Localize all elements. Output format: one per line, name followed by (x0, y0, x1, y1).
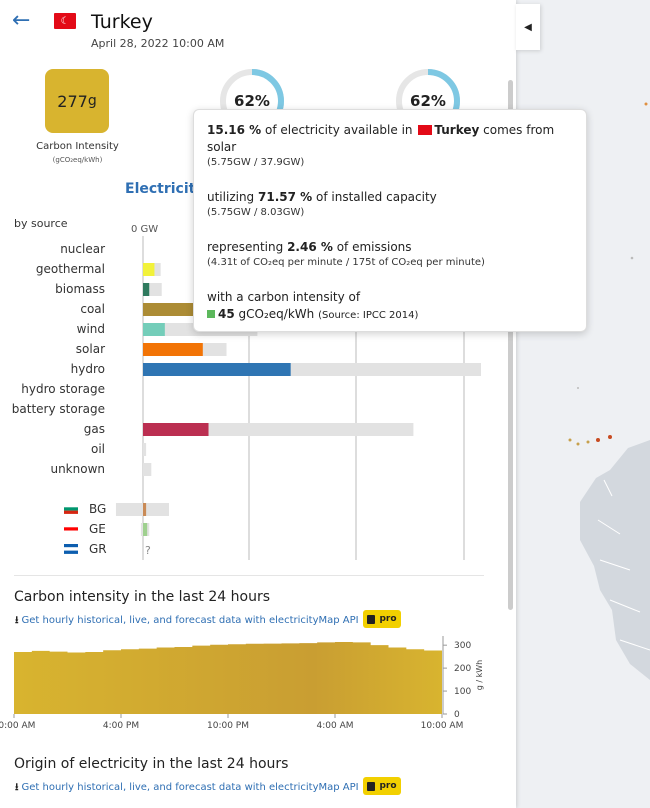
exchange-unknown-GR: ? (145, 544, 151, 557)
production-bar-solar (143, 343, 203, 356)
axis-zero-label: 0 GW (131, 224, 159, 235)
source-label-gas: gas (84, 422, 105, 436)
turkey-flag-icon: ☾ (54, 13, 76, 29)
production-bar-gas (143, 423, 209, 436)
exchange-bar-GE (143, 523, 148, 536)
y-tick-label: 200 (454, 664, 471, 674)
capacity-bar-unknown (143, 463, 152, 476)
exchange-label-GR: GR (89, 542, 107, 556)
renewable-percentage: 62% (410, 92, 446, 110)
carbon-intensity-value: 277 (57, 91, 88, 111)
pro-label: pro (379, 781, 397, 791)
carbon-api-link-text[interactable]: Get hourly historical, live, and forecas… (21, 615, 359, 626)
by-source-label: by source (14, 217, 68, 230)
flag-stripe (64, 544, 78, 548)
tooltip-share-line: 15.16 % of electricity available in Turk… (207, 123, 555, 154)
source-label-wind: wind (77, 322, 105, 336)
source-label-unknown: unknown (50, 462, 105, 476)
exchange-bar-BG (143, 503, 147, 516)
origin-api-link-text[interactable]: Get hourly historical, live, and forecas… (21, 782, 359, 793)
flag-stripe (64, 504, 78, 508)
flag-stripe (64, 524, 78, 528)
electricity-section-title: Electricity (125, 181, 205, 197)
pro-label: pro (379, 614, 397, 624)
exchange-label-GE: GE (89, 522, 106, 536)
carbon-intensity-area (14, 641, 442, 714)
panel-scrollbar[interactable] (508, 80, 513, 610)
carbon-intensity-unit: g (87, 93, 97, 109)
origin-24h-title: Origin of electricity in the last 24 hou… (14, 756, 289, 772)
pro-badge[interactable]: pro (363, 777, 401, 795)
source-label-oil: oil (91, 442, 105, 456)
x-tick-label: 10:00 AM (421, 721, 464, 731)
origin-api-link[interactable]: ⭳ Get hourly historical, live, and foreca… (15, 780, 359, 797)
flag-stripe (64, 527, 78, 531)
carbon-24h-title: Carbon intensity in the last 24 hours (14, 589, 270, 605)
flag-stripe (64, 547, 78, 551)
low-carbon-percentage: 62% (234, 92, 270, 110)
source-label-hydro-storage: hydro storage (21, 382, 105, 396)
production-bar-wind (143, 323, 165, 336)
tooltip-capacity-line: utilizing 71.57 % of installed capacity (207, 190, 437, 204)
carbon-intensity-label: Carbon Intensity (36, 141, 119, 152)
source-label-hydro: hydro (71, 362, 105, 376)
lock-icon (367, 781, 376, 791)
capacity-bar-gas (143, 423, 414, 436)
georgia-flag-icon (64, 524, 78, 534)
carbon-intensity-24h-chart[interactable]: 10:00 AM 4:00 PM 10:00 PM 4:00 AM 10:00 AM 30… (0, 632, 500, 737)
download-icon: ⭳ (15, 615, 19, 626)
exchange-label-BG: BG (89, 502, 106, 516)
carbon-api-link[interactable]: ⭳ Get hourly historical, live, and foreca… (15, 613, 359, 630)
tooltip-emissions-detail: (4.31t of CO₂eq per minute / 175t of CO₂… (207, 257, 485, 268)
caret-left-icon: ◀ (524, 21, 532, 33)
tooltip-share-detail: (5.75GW / 37.9GW) (207, 157, 305, 168)
production-bar-biomass (143, 283, 150, 296)
carbon-intensity-units: (gCO₂eq/kWh) (52, 156, 103, 164)
flag-stripe (64, 510, 78, 514)
y-tick-label: 300 (454, 641, 471, 651)
tooltip-intensity-value: 45 gCO₂eq/kWh (Source: IPCC 2014) (207, 306, 573, 324)
y-tick-label: 0 (454, 710, 460, 720)
flag-stripe (64, 507, 78, 511)
turkey-flag-icon (418, 125, 433, 135)
source-label-solar: solar (76, 342, 105, 356)
source-label-biomass: biomass (55, 282, 105, 296)
collapse-panel-button[interactable]: ◀ (516, 4, 540, 50)
tooltip-capacity-detail: (5.75GW / 8.03GW) (207, 207, 305, 218)
source-tooltip: 15.16 % of electricity available in Turk… (193, 109, 587, 332)
carbon-intensity-badge: 277 g (45, 69, 109, 133)
exchange-range-BG (115, 503, 169, 516)
tooltip-emissions-line: representing 2.46 % of emissions (207, 240, 412, 254)
pro-badge[interactable]: pro (363, 610, 401, 628)
zone-datetime: April 28, 2022 10:00 AM (91, 37, 225, 50)
tooltip-intensity-line: with a carbon intensity of (207, 290, 361, 304)
flag-stripe (64, 530, 78, 534)
flag-stripe (64, 550, 78, 554)
x-tick-label: 10:00 PM (207, 721, 249, 731)
greece-flag-icon (64, 544, 78, 554)
x-tick-label: 4:00 PM (103, 721, 139, 731)
source-label-battery-storage: battery storage (12, 402, 105, 416)
x-tick-label: 4:00 AM (317, 721, 354, 731)
back-arrow-icon[interactable]: ← (12, 8, 31, 33)
production-bar-hydro (143, 363, 291, 376)
download-icon: ⭳ (15, 782, 19, 793)
intensity-swatch (207, 310, 215, 318)
capacity-bar-oil (143, 443, 147, 456)
bulgaria-flag-icon (64, 504, 78, 514)
zone-title: Turkey (91, 11, 153, 33)
y-tick-label: 100 (454, 687, 471, 697)
x-tick-label: 10:00 AM (0, 721, 35, 731)
production-bar-geothermal (143, 263, 155, 276)
source-label-coal: coal (80, 302, 105, 316)
source-label-geothermal: geothermal (36, 262, 105, 276)
lock-icon (367, 614, 376, 624)
section-divider (14, 575, 484, 576)
y-axis-label: g / kWh (475, 660, 484, 690)
source-label-nuclear: nuclear (60, 242, 105, 256)
